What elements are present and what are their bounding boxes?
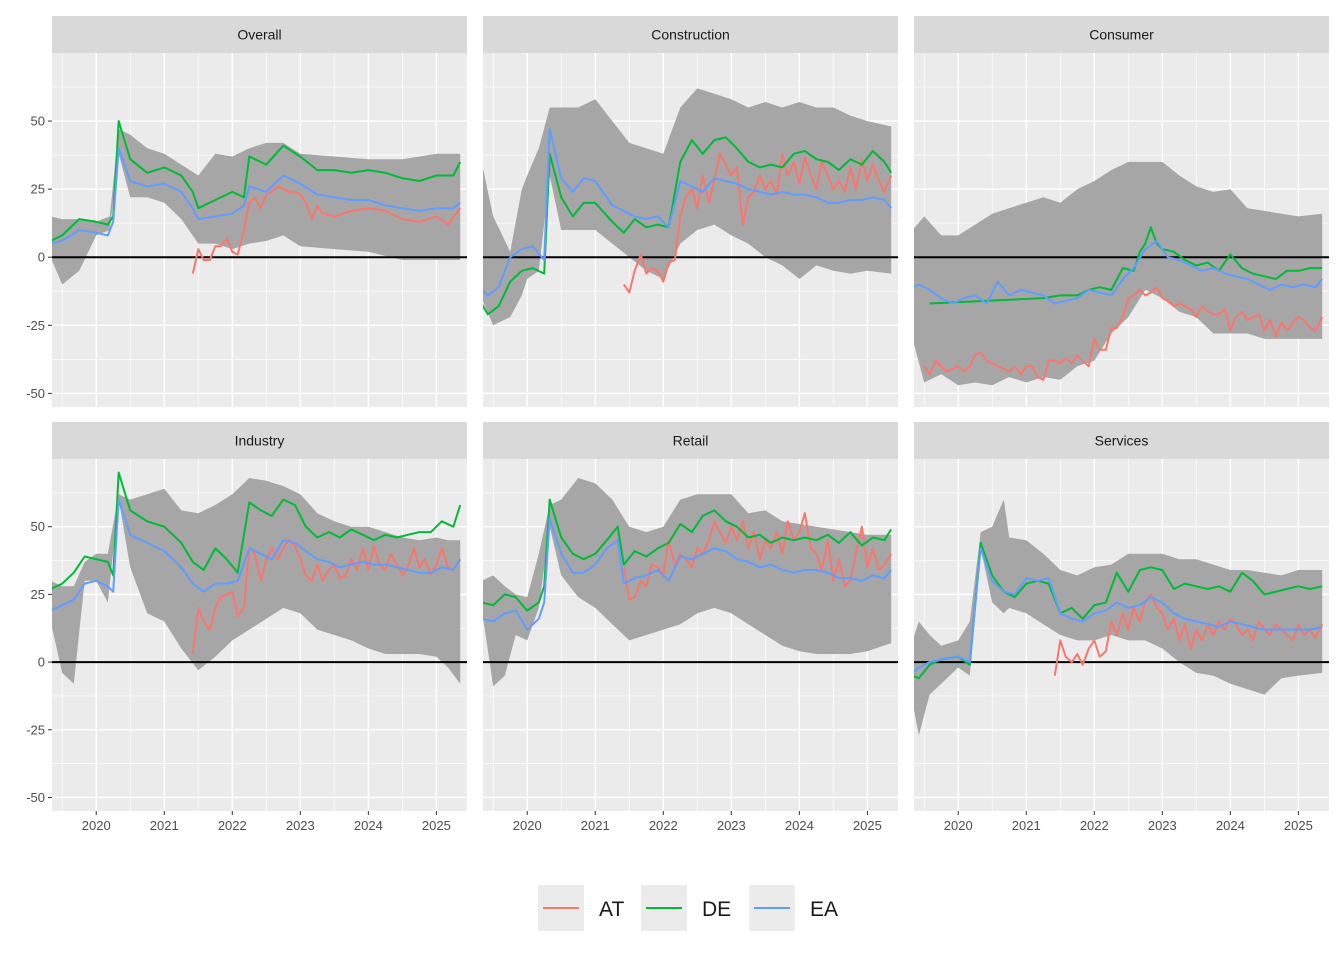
series-line-at	[191, 539, 462, 655]
x-tick-label: 2022	[218, 818, 247, 833]
panel-retail: Retail 2020 2021 2022 2023 2024 2025	[483, 422, 898, 833]
y-tick-label: -50	[26, 790, 45, 805]
legend-label: DE	[702, 898, 731, 921]
series-line-at	[622, 512, 893, 601]
series-line-ea	[914, 547, 1323, 674]
facet-strip	[914, 16, 1329, 53]
series-line-at	[622, 152, 893, 294]
range-band	[914, 499, 1323, 736]
panel-overall: Overall -50 -25 0 25 50	[26, 16, 467, 407]
facet-title: Overall	[237, 27, 281, 43]
facet-strip	[483, 422, 898, 459]
range-band	[914, 161, 1323, 386]
x-tick-label: 2021	[1012, 818, 1041, 833]
series-line-at	[923, 286, 1324, 381]
series-line-at	[1053, 593, 1324, 676]
facet-strip	[914, 422, 1329, 459]
x-tick-label: 2024	[1216, 818, 1245, 833]
legend-entry-at: AT	[538, 885, 624, 931]
y-tick-label: 0	[38, 655, 45, 670]
series-line-ea	[483, 517, 892, 631]
series-line-de	[52, 120, 462, 242]
legend-label: EA	[810, 898, 838, 921]
legend-entry-ea: EA	[749, 885, 838, 931]
x-tick-label: 2025	[853, 818, 882, 833]
panel-services: Services 2020 2021 2022 2023 2024 2025	[914, 422, 1329, 833]
x-tick-label: 2020	[944, 818, 973, 833]
series-line-at	[191, 185, 462, 274]
panel-industry: Industry -50 -25 0 25 50 2020 2021 2022 2023 2024 2…	[26, 422, 467, 833]
range-band	[483, 88, 892, 326]
series-line-ea	[483, 128, 892, 297]
x-tick-label: 2024	[785, 818, 814, 833]
facet-strip	[483, 16, 898, 53]
y-tick-label: 50	[31, 114, 45, 129]
x-tick-label: 2023	[286, 818, 315, 833]
y-tick-label: 0	[38, 250, 45, 265]
y-tick-label: 50	[31, 519, 45, 534]
facet-panels: Overall -50 -25 0 25 50 Construction Consumer In…	[26, 16, 1329, 833]
legend: AT DE EA	[538, 885, 838, 931]
facet-title: Consumer	[1089, 27, 1154, 43]
facet-strip	[52, 422, 467, 459]
series-line-ea	[52, 147, 461, 245]
x-tick-label: 2025	[1284, 818, 1313, 833]
series-line-de	[929, 226, 1323, 305]
y-tick-label: 25	[31, 587, 45, 602]
panel-construction: Construction	[483, 16, 898, 407]
x-tick-label: 2021	[581, 818, 610, 833]
series-line-de	[483, 498, 893, 612]
facet-title: Construction	[651, 27, 730, 43]
x-tick-label: 2021	[150, 818, 179, 833]
x-tick-label: 2020	[513, 818, 542, 833]
facet-strip	[52, 16, 467, 53]
x-tick-label: 2022	[1080, 818, 1109, 833]
range-band	[52, 478, 461, 684]
y-tick-label: -25	[26, 318, 45, 333]
range-band	[483, 478, 892, 687]
x-tick-label: 2023	[717, 818, 746, 833]
x-tick-label: 2023	[1148, 818, 1177, 833]
x-tick-label: 2025	[422, 818, 451, 833]
range-band	[52, 129, 461, 285]
facet-title: Services	[1095, 433, 1149, 449]
y-tick-label: 25	[31, 182, 45, 197]
series-line-ea	[914, 239, 1323, 305]
legend-entry-de: DE	[641, 885, 731, 931]
legend-label: AT	[599, 898, 624, 921]
y-tick-label: -50	[26, 386, 45, 401]
panel-consumer: Consumer	[914, 16, 1329, 407]
y-tick-label: -25	[26, 722, 45, 737]
series-line-de	[914, 541, 1323, 680]
facet-title: Industry	[235, 433, 285, 449]
x-tick-label: 2020	[82, 818, 111, 833]
x-tick-label: 2024	[354, 818, 383, 833]
x-tick-label: 2022	[649, 818, 678, 833]
facet-title: Retail	[673, 433, 709, 449]
series-line-ea	[52, 498, 462, 612]
